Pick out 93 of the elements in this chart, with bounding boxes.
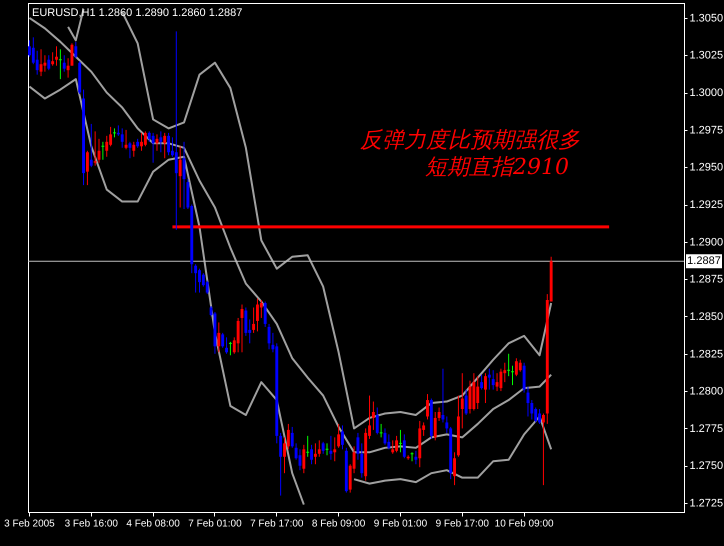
candlestick [124, 129, 128, 150]
candlestick [51, 52, 54, 66]
candlestick [372, 401, 375, 430]
candlestick [167, 132, 170, 156]
candlestick [98, 138, 100, 164]
candlestick [240, 304, 244, 353]
candlestick [538, 408, 542, 424]
candlestick [74, 41, 78, 59]
candlestick [178, 146, 182, 208]
candlestick [468, 380, 472, 414]
y-tick-label: 1.2800 [690, 386, 724, 398]
candlestick [40, 48, 42, 77]
candlestick [314, 442, 317, 465]
candlestick [302, 444, 306, 474]
candlestick [480, 374, 484, 390]
candlestick [484, 372, 487, 404]
candlestick [140, 132, 143, 152]
y-tick-label: 1.2900 [690, 236, 724, 248]
ref-line-label: 1.2887 [687, 255, 721, 268]
candlestick [128, 141, 132, 159]
x-tick-label: 7 Feb 17:00 [250, 518, 304, 530]
candlestick [66, 58, 70, 78]
x-tick-label: 3 Feb 2005 [4, 518, 56, 530]
candlestick [426, 394, 429, 420]
candlestick [159, 130, 162, 153]
y-tick-label: 1.2950 [690, 162, 724, 174]
candlestick [337, 423, 340, 448]
candlestick [182, 141, 186, 210]
candlestick [109, 126, 112, 147]
candlestick [252, 307, 256, 334]
candlestick [94, 130, 97, 166]
candlestick [453, 452, 456, 486]
line-series [28, 78, 305, 506]
candlestick [329, 435, 332, 460]
candlestick [464, 389, 468, 416]
y-tick-label: 1.3050 [690, 12, 724, 24]
candlestick [442, 368, 444, 423]
y-tick-label: 1.2975 [690, 124, 724, 136]
annotation: 反弹力度比预期强很多 [360, 128, 580, 153]
candlestick [496, 372, 499, 392]
candlestick [55, 46, 58, 66]
y-tick-label: 1.2750 [690, 460, 724, 472]
candlestick [144, 130, 147, 147]
candlestick [438, 407, 441, 422]
x-tick-label: 9 Feb 01:00 [374, 518, 428, 530]
y-tick-label: 1.2875 [690, 274, 724, 286]
candlestick [221, 332, 224, 348]
candlestick [395, 435, 398, 453]
candlestick [514, 358, 518, 377]
y-tick-label: 1.2825 [690, 348, 724, 360]
candlestick [522, 362, 526, 394]
candlestick [264, 301, 267, 328]
candlestick [152, 132, 155, 164]
candlestick [414, 450, 418, 465]
candlestick [43, 54, 46, 72]
candlestick [526, 386, 530, 417]
candlestick [198, 268, 201, 294]
candlestick [86, 150, 89, 186]
y-tick-label: 1.2925 [690, 199, 724, 212]
y-tick-label: 1.3025 [690, 50, 724, 62]
candlestick [530, 400, 534, 420]
candlestick [492, 370, 495, 390]
y-tick-label: 1.2775 [690, 422, 724, 435]
annotation: 短期直指2910 [425, 155, 569, 180]
candlestick [256, 298, 259, 332]
candlestick [217, 322, 220, 353]
candlestick [268, 323, 270, 350]
candlestick [402, 434, 406, 459]
candlestick [499, 368, 502, 392]
x-tick-label: 9 Feb 17:00 [436, 518, 490, 530]
candlestick [70, 42, 74, 66]
candlestick [488, 368, 491, 390]
candlestick [542, 412, 545, 486]
candlestick [310, 444, 314, 465]
y-tick-label: 1.2850 [690, 310, 724, 323]
y-tick-label: 1.2725 [690, 498, 724, 510]
x-tick-label: 10 Feb 09:00 [494, 518, 554, 530]
candlestick [225, 336, 228, 354]
x-tick-label: 8 Feb 09:00 [312, 518, 366, 530]
candlestick [322, 441, 325, 454]
y-tick-label: 1.3000 [690, 87, 724, 100]
x-tick-label: 7 Feb 01:00 [188, 518, 242, 530]
candlestick [120, 128, 124, 148]
x-tick-label: 3 Feb 16:00 [64, 518, 118, 530]
candlestick [156, 134, 158, 152]
candlestick [298, 448, 302, 471]
candlestick [236, 317, 240, 353]
candlestick [260, 300, 263, 318]
candlestick [387, 434, 390, 450]
candlestick [356, 432, 360, 460]
x-tick-label: 4 Feb 08:00 [126, 518, 180, 530]
candlestick [341, 424, 344, 450]
candlestick [384, 428, 386, 446]
